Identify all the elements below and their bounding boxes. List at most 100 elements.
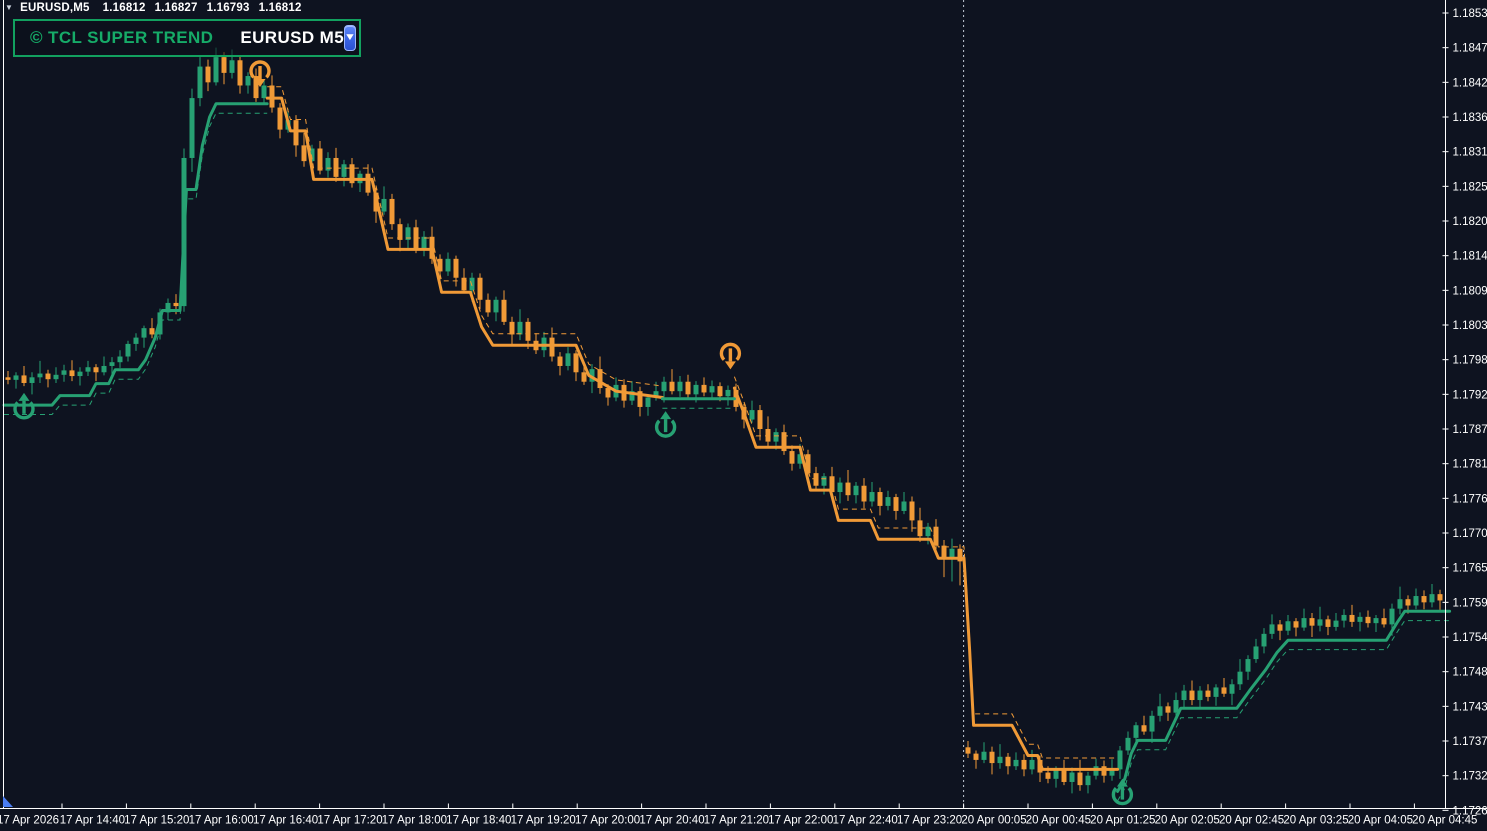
candle-bull [1245,659,1251,672]
candle-bear [637,391,643,407]
candle-bear [509,321,515,335]
candle-bull [1229,684,1235,694]
quote-open: 1.16812 [102,2,146,14]
candle-bull [1357,616,1363,622]
candle-bull [341,164,347,177]
candle-bull [1413,596,1419,606]
candle-bull [381,198,387,212]
supertrend-dashed-line [1117,620,1450,802]
candle-bull [61,370,67,375]
time-axis-label: 20 Apr 01:25 [1090,815,1155,827]
candle-bull [117,356,123,363]
candle-bear [269,85,275,108]
candle-bear [397,224,403,240]
candle-bull [1173,700,1179,713]
candle-bear [333,157,339,177]
time-axis-label: 17 Apr 22:40 [833,815,898,827]
candle-bear [1365,616,1371,624]
candle-bull [1285,621,1291,631]
candle-bear [573,353,579,373]
time-axis-label: 17 Apr 21:20 [704,815,769,827]
candle-bull [109,362,115,366]
time-axis[interactable]: 17 Apr 2026 17 Apr 14:40 17 Apr 15:20 17 Ap… [0,803,1477,827]
time-axis-label: 17 Apr 20:40 [639,815,704,827]
timeframe-dropdown-button[interactable]: ▼ [344,25,356,51]
quote-close: 1.16812 [258,2,302,14]
candle-bear [1381,618,1387,625]
candle-bear [685,381,691,395]
chevron-down-icon: ▼ [343,32,357,43]
candle-bear [989,751,995,764]
candle-bear [1293,621,1299,628]
candle-bull [1093,766,1099,776]
candle-bull [565,353,571,366]
supertrend-dashed-line [4,112,268,415]
time-axis-label: 20 Apr 00:45 [1026,815,1091,827]
time-axis-label: 17 Apr 14:40 [60,815,125,827]
candle-bull [133,337,139,344]
candle-bear [1101,766,1107,776]
candle-bull [677,381,683,392]
candle-bull [1253,646,1259,660]
marker-arrow-head [1116,778,1128,787]
candle-bear [829,476,835,493]
candle-bear [365,173,371,193]
candle-bear [789,451,795,464]
candle-bear [877,492,883,506]
candle-bull [29,377,35,383]
marker-arrow-head [660,411,672,420]
candle-bull [189,98,195,158]
candle-bear [293,120,299,146]
price-axis-label: 1.18310 [1453,147,1487,159]
marker-arrow-shaft [728,348,733,362]
price-axis-label: 1.17705 [1453,528,1487,540]
candle-bull [1013,759,1019,767]
candle-bear [757,410,763,430]
trend-down-marker [249,60,271,87]
candle-bear [1325,619,1331,627]
candle-bull [493,299,499,313]
candle-bear [45,373,51,380]
candle-bear [733,389,739,407]
candle-bear [781,432,787,452]
candle-bear [485,299,491,313]
candle-bull [1429,594,1435,603]
candle-bear [605,388,611,398]
time-axis-label: 17 Apr 18:00 [382,815,447,827]
candle-bull [1117,750,1123,770]
candle-bull [53,374,59,380]
candle-bear [965,747,971,754]
indicator-symbol-label: EURUSD M5 [240,28,345,47]
candle-bull [1149,715,1155,732]
candle-bear [1309,618,1315,626]
marker-arrow-shaft [258,65,262,79]
candle-bear [1437,594,1443,601]
candle-bear [525,321,531,341]
candle-bear [805,454,811,474]
candle-bear [453,258,459,278]
candle-bull [837,482,843,493]
marker-arrow-head [18,392,30,401]
candle-bear [389,198,395,225]
candle-bear [253,76,259,99]
candles-layer [5,47,1443,794]
candle-bear [461,277,467,291]
price-axis[interactable]: 1.18530 1.18475 1.18420 1.18365 1.18310 1.182… [1442,8,1487,817]
candle-bear [909,501,915,521]
price-axis-label: 1.17430 [1453,701,1487,713]
candle-bull [77,371,83,377]
candle-bear [5,377,11,380]
time-axis-label: 17 Apr 22:00 [768,815,833,827]
candle-bull [213,57,219,83]
price-axis-label: 1.17980 [1453,355,1487,367]
candle-bear [501,299,507,322]
candle-bull [709,386,715,393]
candle-bull [869,492,875,502]
candle-bull [197,66,203,99]
candle-bear [477,277,483,300]
time-axis-label: 17 Apr 16:40 [253,815,318,827]
candle-bull [421,236,427,250]
time-axis-label: 20 Apr 02:05 [1155,815,1220,827]
candle-bear [701,384,707,393]
